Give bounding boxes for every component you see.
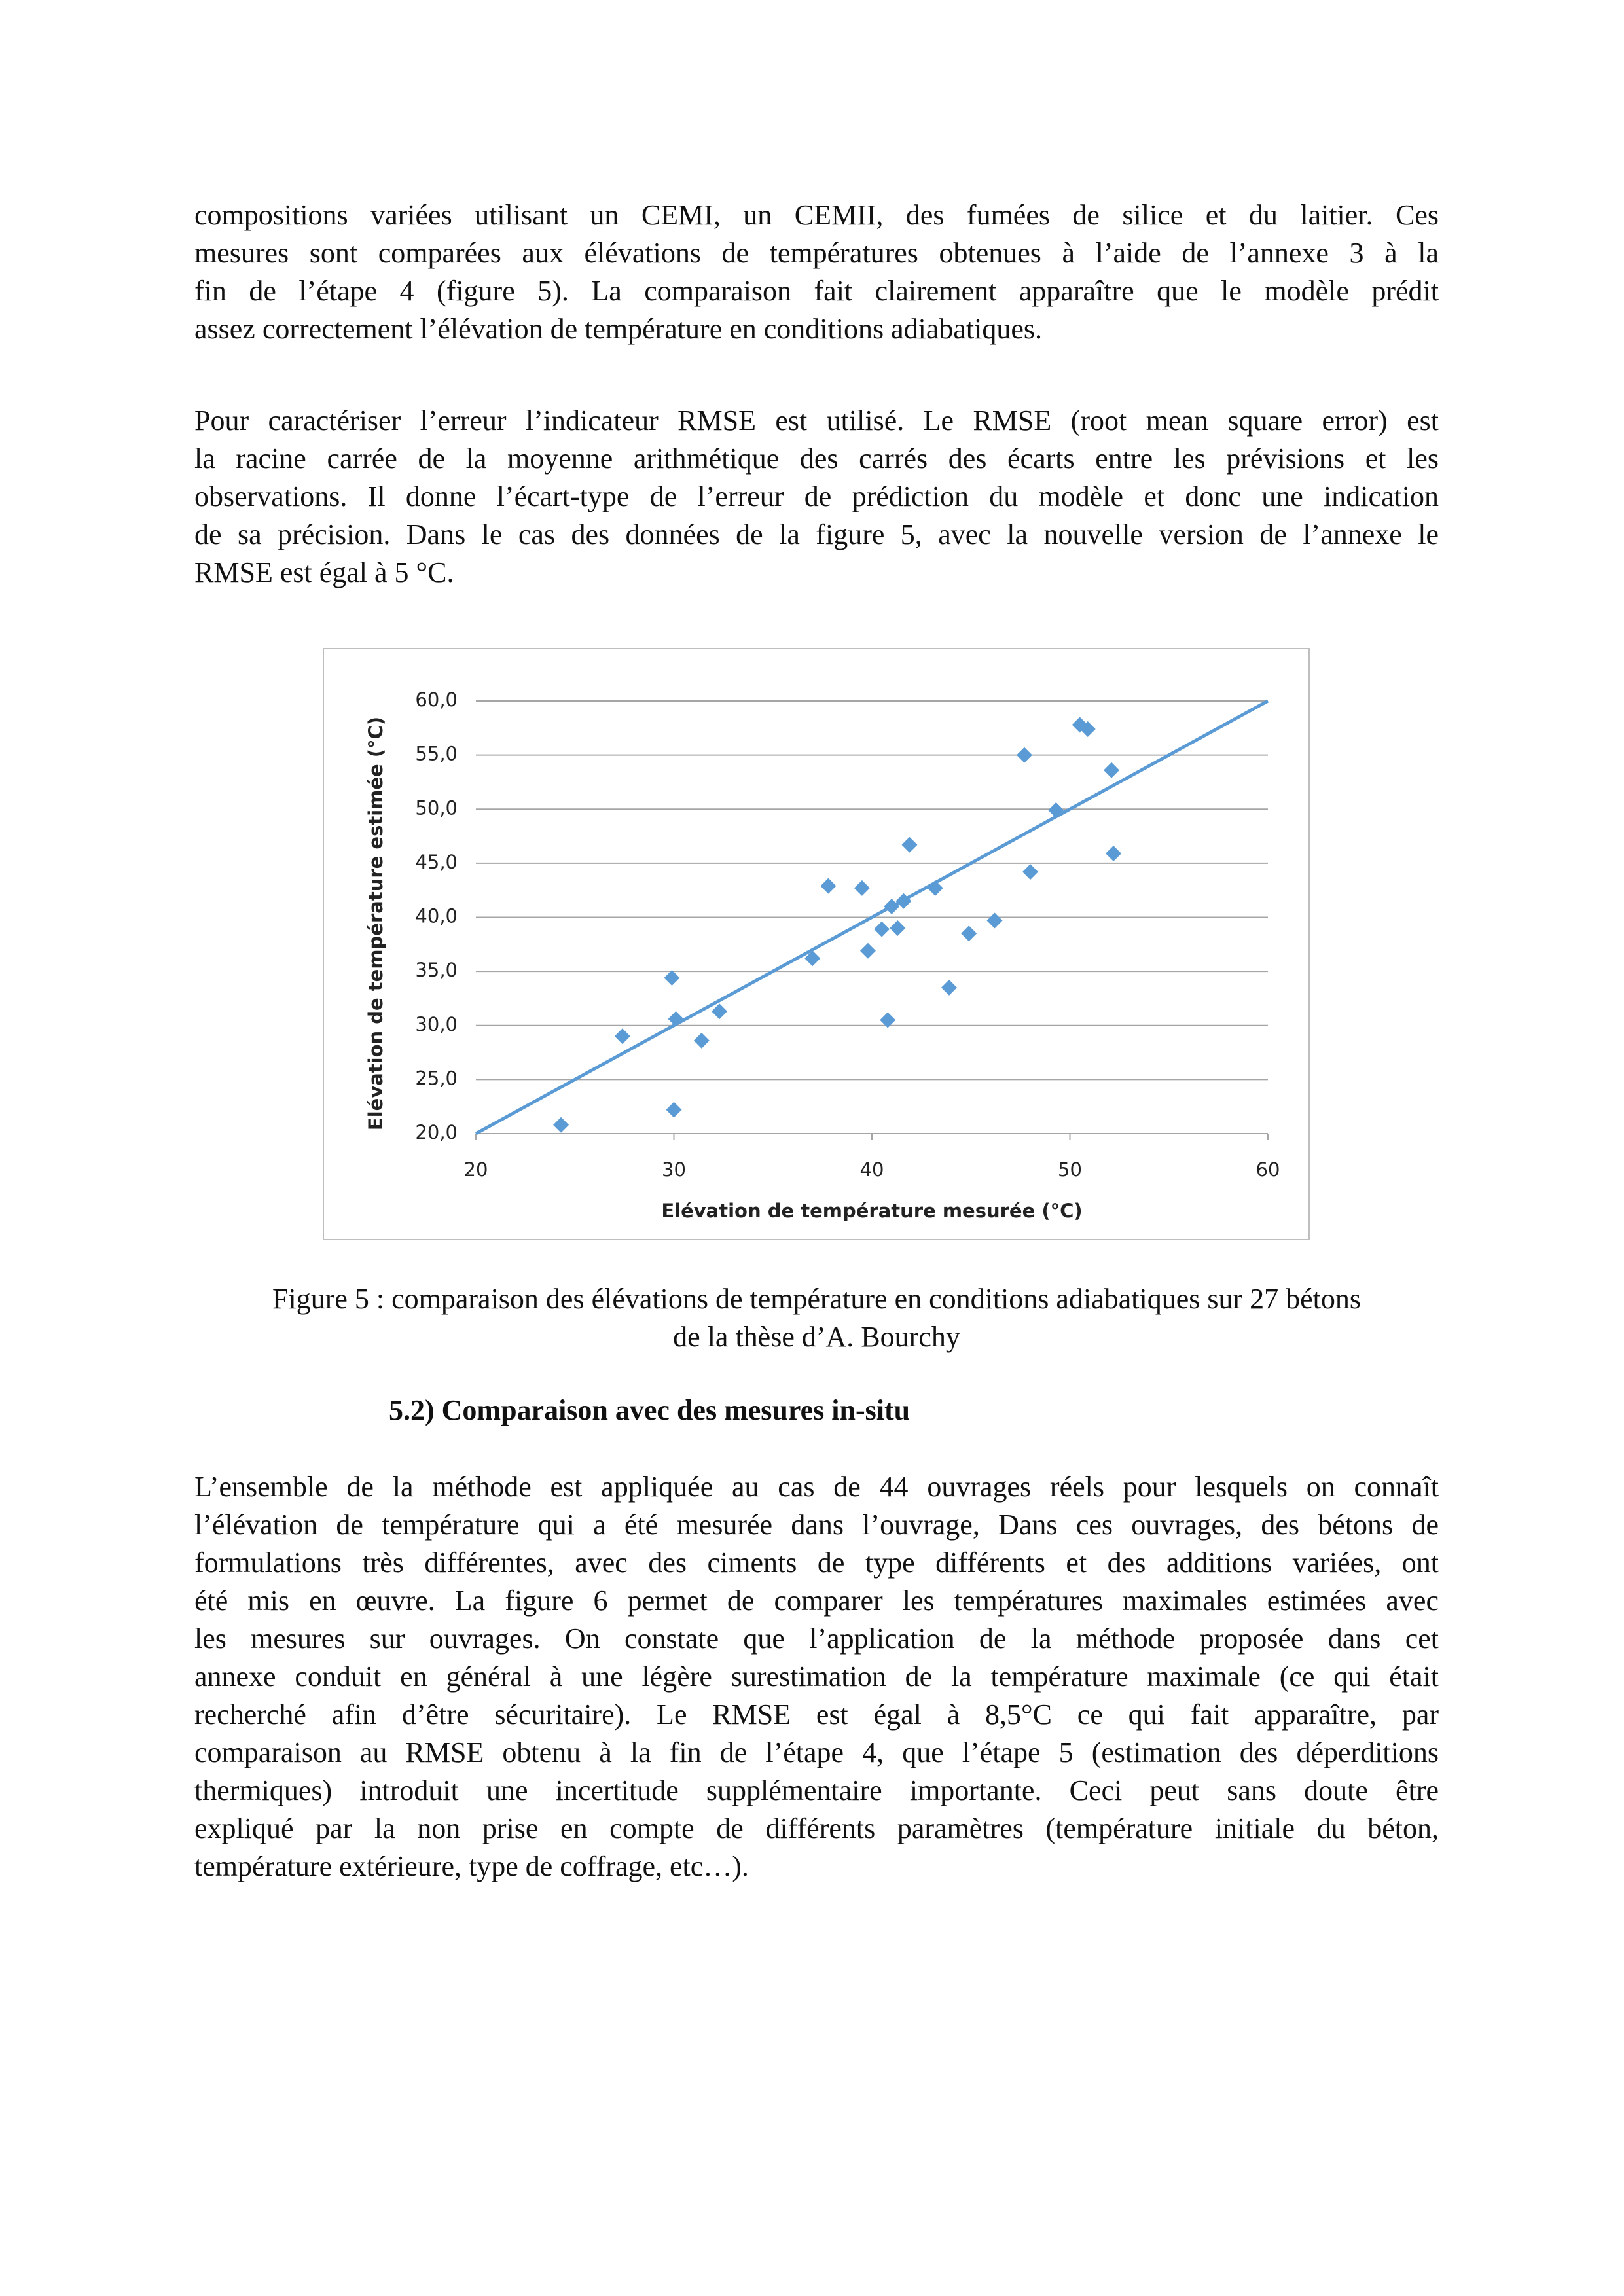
- data-point: [820, 878, 837, 894]
- data-point: [859, 942, 876, 959]
- data-point: [1016, 747, 1032, 763]
- text-line: assez correctement l’élévation de tempér…: [194, 313, 1042, 345]
- data-point: [874, 921, 890, 937]
- text-line: L’ensemble de la méthode est appliquée a…: [194, 1471, 1439, 1503]
- text-line: observations. Il donne l’écart-type de l…: [194, 480, 1439, 512]
- data-point: [614, 1028, 630, 1045]
- chart: Elévation de température mesurée (°C) El…: [323, 648, 1310, 1240]
- data-point: [668, 1011, 684, 1027]
- data-point: [1079, 721, 1096, 737]
- data-point: [927, 880, 943, 896]
- text-line: RMSE est égal à 5 °C.: [194, 556, 454, 588]
- data-point: [804, 950, 821, 967]
- x-tick-label: 30: [662, 1158, 686, 1181]
- chart-frame: [323, 648, 1310, 1240]
- text-line: compositions variées utilisant un CEMI, …: [194, 199, 1439, 231]
- text-line: annexe conduit en général à une légère s…: [194, 1660, 1439, 1693]
- y-tick-label: 35,0: [415, 959, 458, 981]
- y-tick-label: 20,0: [415, 1121, 458, 1143]
- y-tick-label: 50,0: [415, 797, 458, 819]
- data-point: [1104, 762, 1120, 778]
- figure-caption: de la thèse d’A. Bourchy: [673, 1321, 960, 1353]
- text-line: de sa précision. Dans le cas des données…: [194, 518, 1439, 550]
- data-point: [1106, 846, 1122, 862]
- x-axis-title: Elévation de température mesurée (°C): [661, 1200, 1082, 1222]
- text-line: formulations très différentes, avec des …: [194, 1547, 1439, 1579]
- data-point: [884, 898, 900, 914]
- y-tick-label: 45,0: [415, 851, 458, 873]
- data-point: [880, 1012, 896, 1028]
- x-tick-label: 40: [860, 1158, 884, 1181]
- x-tick-label: 20: [464, 1158, 488, 1181]
- data-point: [1022, 864, 1038, 880]
- data-point: [961, 925, 977, 942]
- data-point: [693, 1032, 710, 1049]
- text-line: recherché afin d’être sécuritaire). Le R…: [194, 1698, 1439, 1731]
- text-line: l’élévation de température qui a été mes…: [194, 1509, 1439, 1541]
- text-line: la racine carrée de la moyenne arithméti…: [194, 442, 1439, 475]
- data-point: [553, 1117, 569, 1133]
- x-tick-label: 50: [1058, 1158, 1082, 1181]
- y-tick-label: 55,0: [415, 743, 458, 765]
- data-point: [712, 1003, 728, 1020]
- text-line: comparaison au RMSE obtenu à la fin de l…: [194, 1736, 1439, 1768]
- data-point: [941, 979, 957, 996]
- text-line: les mesures sur ouvrages. On constate qu…: [194, 1623, 1439, 1655]
- text-line: mesures sont comparées aux élévations de…: [194, 237, 1439, 269]
- text-line: fin de l’étape 4 (figure 5). La comparai…: [194, 275, 1439, 307]
- data-point: [854, 880, 870, 896]
- data-point: [901, 836, 918, 853]
- trend-line: [475, 699, 1269, 1136]
- text-line: température extérieure, type de coffrage…: [194, 1850, 749, 1882]
- figure-caption: Figure 5 : comparaison des élévations de…: [272, 1283, 1361, 1315]
- text-line: Pour caractériser l’erreur l’indicateur …: [194, 404, 1439, 437]
- y-tick-label: 40,0: [415, 905, 458, 927]
- data-point: [664, 970, 680, 986]
- y-tick-label: 30,0: [415, 1013, 458, 1035]
- data-point: [666, 1102, 682, 1118]
- text-line: expliqué par la non prise en compte de d…: [194, 1812, 1439, 1844]
- data-point: [986, 912, 1003, 929]
- data-point: [1048, 802, 1064, 818]
- y-tick-label: 25,0: [415, 1067, 458, 1089]
- y-tick-label: 60,0: [415, 689, 458, 711]
- text-line: été mis en œuvre. La figure 6 permet de …: [194, 1585, 1439, 1617]
- section-heading: 5.2) Comparaison avec des mesures in-sit…: [389, 1394, 911, 1426]
- data-point: [895, 893, 912, 909]
- text-line: thermiques) introduit une incertitude su…: [194, 1774, 1439, 1806]
- y-axis-title: Elévation de température estimée (°C): [365, 717, 387, 1130]
- data-point: [890, 920, 906, 937]
- x-tick-label: 60: [1256, 1158, 1280, 1181]
